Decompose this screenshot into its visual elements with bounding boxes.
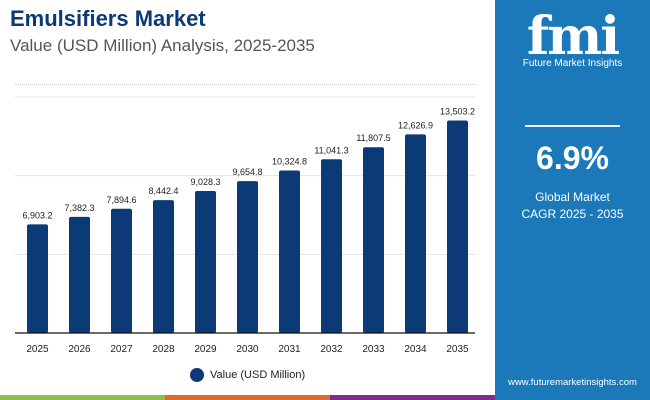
bar-chart: 6,903.2 2025 7,382.3 2026 7,894.6 2027 8,442.4…: [15, 96, 475, 355]
color-strip: [0, 395, 495, 400]
data-label: 8,442.4: [148, 186, 178, 196]
strip-purple: [330, 395, 495, 400]
bar: [363, 147, 384, 333]
bar: [321, 159, 342, 333]
x-tick-label: 2028: [152, 344, 175, 355]
legend: Value (USD Million): [190, 368, 305, 382]
bar: [405, 134, 426, 333]
bar: [153, 200, 174, 333]
info-panel: fmi Future Market Insights 6.9% Global M…: [495, 0, 650, 400]
dotted-divider: [15, 84, 475, 85]
bar: [111, 208, 132, 333]
cagr-period: CAGR 2025 - 2035: [521, 207, 624, 221]
data-label: 9,654.8: [232, 167, 262, 177]
bar: [69, 216, 90, 333]
chart-title: Emulsifiers Market: [10, 6, 206, 31]
data-label: 9,028.3: [190, 177, 220, 187]
legend-swatch: [190, 368, 204, 382]
data-label: 6,903.2: [22, 210, 52, 220]
bar: [27, 224, 48, 333]
x-tick-label: 2035: [446, 344, 469, 355]
data-label: 13,503.2: [440, 107, 475, 117]
cagr-value: 6.9%: [536, 140, 609, 176]
legend-label: Value (USD Million): [210, 369, 306, 381]
data-label: 12,626.9: [398, 120, 433, 130]
x-tick-label: 2027: [110, 344, 133, 355]
logo-subtitle: Future Market Insights: [522, 58, 623, 69]
strip-green: [0, 395, 165, 400]
data-label: 11,807.5: [356, 133, 390, 143]
x-tick-label: 2029: [194, 344, 217, 355]
bar: [447, 120, 468, 333]
fmi-logo: fmi: [526, 6, 620, 67]
data-label: 7,382.3: [64, 203, 94, 213]
x-tick-label: 2026: [68, 344, 91, 355]
chart-subtitle: Value (USD Million) Analysis, 2025-2035: [10, 36, 315, 55]
x-tick-label: 2025: [26, 344, 49, 355]
cagr-label: Global Market: [535, 190, 610, 204]
data-label: 7,894.6: [106, 195, 136, 205]
data-label: 11,041.3: [314, 145, 348, 155]
bar: [195, 190, 216, 333]
x-tick-label: 2032: [320, 344, 343, 355]
strip-orange: [165, 395, 330, 400]
bar: [237, 181, 258, 333]
data-label: 10,324.8: [272, 157, 307, 167]
x-tick-label: 2030: [236, 344, 259, 355]
x-tick-label: 2033: [362, 344, 385, 355]
bar: [279, 170, 300, 333]
website-link[interactable]: www.futuremarketinsights.com: [508, 377, 637, 388]
x-tick-label: 2034: [404, 344, 427, 355]
x-tick-label: 2031: [278, 344, 301, 355]
panel-divider: [525, 125, 620, 127]
